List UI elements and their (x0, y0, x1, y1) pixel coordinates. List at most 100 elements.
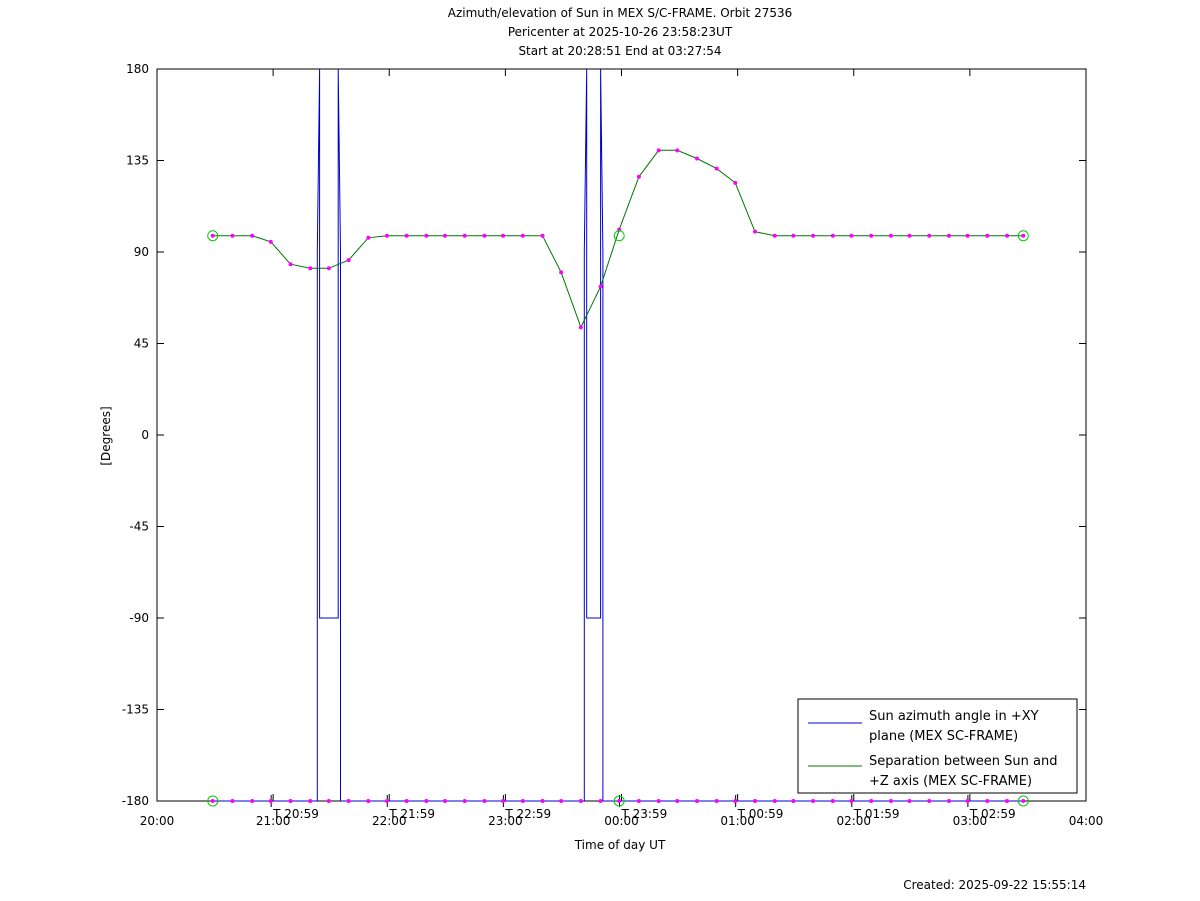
azimuth-point (404, 799, 409, 803)
created-timestamp: Created: 2025-09-22 15:55:14 (903, 878, 1086, 892)
separation-point (772, 233, 777, 238)
azimuth-point (849, 799, 854, 803)
hour-mark-label: T 21:59 (388, 807, 435, 821)
y-tick-label: -45 (129, 520, 149, 534)
separation-point (946, 233, 951, 238)
separation-point (482, 233, 487, 238)
azimuth-point (733, 799, 738, 803)
azimuth-point (1005, 799, 1010, 803)
separation-point (830, 233, 835, 238)
x-tick-label: 21:00 (256, 814, 291, 828)
separation-point (811, 233, 816, 238)
separation-point (985, 233, 990, 238)
y-tick-label: 45 (134, 337, 149, 351)
pericenter-circle (613, 230, 625, 242)
legend: Sun azimuth angle in +XY plane (MEX SC-F… (797, 698, 1078, 794)
azimuth-point (636, 799, 641, 803)
azimuth-point (520, 799, 525, 803)
azimuth-point (753, 799, 758, 803)
azimuth-point (714, 799, 719, 803)
azimuth-point (907, 799, 912, 803)
y-tick-label: 90 (134, 245, 149, 259)
azimuth-point (617, 799, 622, 803)
x-tick-label: 23:00 (488, 814, 523, 828)
separation-point (714, 166, 719, 171)
legend-box (797, 698, 1078, 794)
separation-point (442, 233, 447, 238)
endpoint-circle (207, 230, 219, 242)
hour-mark-label: T 01:59 (853, 807, 900, 821)
azimuth-point (308, 799, 313, 803)
x-tick-label: 01:00 (720, 814, 755, 828)
endpoint-circle (207, 795, 219, 807)
plot-frame (156, 68, 1087, 802)
separation-point (268, 239, 273, 244)
separation-point (675, 148, 680, 153)
separation-line (212, 149, 1024, 329)
azimuth-point (598, 799, 603, 803)
azimuth-point (384, 799, 389, 803)
separation-point (288, 262, 293, 267)
separation-point (230, 233, 235, 238)
hour-mark-label: T 22:59 (504, 807, 551, 821)
separation-point (250, 233, 255, 238)
legend-azimuth-line-2: plane (MEX SC-FRAME) (869, 729, 1018, 744)
azimuth-point (326, 799, 331, 803)
azimuth-point (791, 799, 796, 803)
y-tick-label: -180 (122, 794, 149, 808)
azimuth-point (424, 799, 429, 803)
azimuth-point (694, 799, 699, 803)
azimuth-point (965, 799, 970, 803)
separation-point (965, 233, 970, 238)
azimuth-point (462, 799, 467, 803)
separation-point (404, 233, 409, 238)
hour-marks: T 20:59 T 21:59 T 22:59 T 23:59 T 00:59 T 01:… (270, 795, 1016, 821)
x-axis: 20:00 21:00 22:00 23:00 00:00 01:00 02:00 03:00… (140, 69, 1103, 828)
separation-point (694, 156, 699, 161)
separation-point (598, 284, 603, 289)
y-axis: 180 135 90 45 0 -45 -90 -135 -180 (122, 62, 1086, 808)
separation-point (308, 266, 313, 271)
separation-point (888, 233, 893, 238)
endpoint-circle (1017, 230, 1029, 242)
separation-point (424, 233, 429, 238)
legend-separation-line-2: +Z axis (MEX SC-FRAME) (869, 774, 1032, 789)
separation-point (326, 266, 331, 271)
azimuth-point (869, 799, 874, 803)
title-line-2: Pericenter at 2025-10-26 23:58:23UT (508, 25, 733, 39)
separation-point (462, 233, 467, 238)
separation-point (366, 235, 371, 240)
separation-point (1005, 233, 1010, 238)
separation-point (907, 233, 912, 238)
separation-point (791, 233, 796, 238)
azimuth-point (540, 799, 545, 803)
x-tick-label: 22:00 (372, 814, 407, 828)
separation-point (733, 180, 738, 185)
azimuth-point (501, 799, 506, 803)
azimuth-point (250, 799, 255, 803)
data-markers (207, 148, 1029, 807)
hour-mark-label: T 23:59 (621, 807, 668, 821)
azimuth-point (210, 799, 215, 803)
azimuth-point (985, 799, 990, 803)
separation-point (559, 270, 564, 275)
azimuth-point (946, 799, 951, 803)
azimuth-point (346, 799, 351, 803)
separation-point (501, 233, 506, 238)
x-tick-label: 02:00 (836, 814, 871, 828)
y-tick-label: 0 (141, 428, 149, 442)
x-tick-label: 00:00 (604, 814, 639, 828)
azimuth-point (366, 799, 371, 803)
separation-point (927, 233, 932, 238)
title-line-3: Start at 20:28:51 End at 03:27:54 (518, 44, 721, 58)
x-tick-label: 03:00 (953, 814, 988, 828)
separation-point (384, 233, 389, 238)
separation-point (1021, 233, 1026, 238)
azimuth-series (212, 68, 1024, 802)
y-tick-label: 135 (126, 154, 149, 168)
hour-mark-label: T 02:59 (969, 807, 1016, 821)
azimuth-point (288, 799, 293, 803)
azimuth-point (675, 799, 680, 803)
